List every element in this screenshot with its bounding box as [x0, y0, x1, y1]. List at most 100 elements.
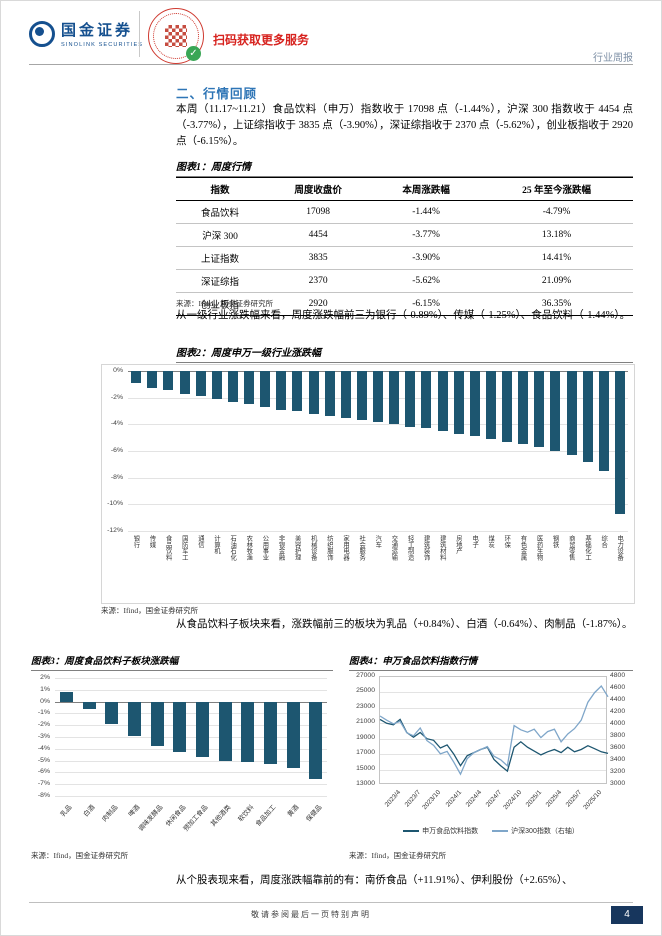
- table-header-cell: 25 年至今涨跌幅: [480, 177, 633, 201]
- legend: 申万食品饮料指数 沪深300指数（右轴）: [349, 826, 633, 836]
- bar: [163, 371, 174, 391]
- y-tick-label: -6%: [37, 768, 50, 776]
- bar: [308, 371, 319, 414]
- bar: [389, 371, 400, 425]
- right-axis-label: 4200: [610, 708, 626, 715]
- table-cell: 3835: [264, 246, 373, 270]
- table-cell: -5.62%: [372, 269, 481, 293]
- bar: [340, 371, 351, 418]
- figure2-source: 来源：Ifind，国金证券研究所: [101, 606, 199, 615]
- table-cell: -3.77%: [372, 223, 481, 247]
- gridline: [380, 707, 606, 709]
- x-axis-label: 社会服务: [358, 535, 366, 561]
- gridline: [128, 424, 628, 426]
- table-cell: 4454: [264, 223, 373, 247]
- x-axis-label: 煤炭: [487, 535, 495, 548]
- gridline: [128, 504, 628, 506]
- x-axis-label: 2023/4: [383, 789, 403, 809]
- stamp-ring: [148, 8, 204, 64]
- x-axis-label: 交通运输: [390, 535, 398, 561]
- gridline: [55, 689, 327, 691]
- bar: [263, 701, 277, 765]
- x-axis-label: 石油石化: [229, 535, 237, 561]
- bar: [241, 701, 255, 762]
- paragraph-subsector: 从食品饮料子板块来看，涨跌幅前三的板块为乳品（+0.84%）、白酒（-0.64%…: [176, 619, 633, 630]
- bar: [286, 701, 300, 768]
- x-axis-label: 农林牧渔: [245, 535, 253, 561]
- bar: [566, 371, 577, 455]
- x-axis-label: 基础化工: [583, 535, 591, 561]
- x-axis-label: 轻工制造: [406, 535, 414, 561]
- y-tick-label: -12%: [107, 527, 123, 534]
- y-tick-label: 1%: [40, 685, 50, 693]
- paragraph-industry: 从一级行业涨跌幅来看，周度涨跌幅前三为银行（-0.89%）、传媒（-1.25%）…: [176, 310, 631, 321]
- paragraph-week-summary: 本周（11.17~11.21）食品饮料（申万）指数收于 17098 点（-1.4…: [176, 104, 633, 147]
- x-axis-label: 建筑装饰: [422, 535, 430, 561]
- gridline: [55, 725, 327, 727]
- table-row: 食品饮料 17098 -1.44% -4.79%: [176, 200, 633, 224]
- bar: [82, 701, 96, 710]
- qr-code-icon: [165, 25, 187, 47]
- legend-item: 沪深300指数（右轴）: [492, 826, 579, 836]
- y-tick-label: -2%: [37, 721, 50, 729]
- table-row: 上证指数 3835 -3.90% 14.41%: [176, 246, 633, 270]
- figure4-title: 图表4：申万食品饮料指数行情: [349, 653, 633, 671]
- figure4-source: 来源：Ifind，国金证券研究所: [349, 851, 447, 860]
- check-badge-icon: ✓: [186, 46, 201, 61]
- y-tick-label: -1%: [37, 709, 50, 717]
- x-axis-label: 电子: [471, 535, 479, 548]
- gridline: [55, 701, 327, 703]
- y-tick-label: 2%: [40, 674, 50, 681]
- gridline: [55, 796, 327, 797]
- report-type-label: 行业周报: [593, 53, 633, 64]
- left-axis-label: 23000: [356, 702, 375, 710]
- logo: 国金证券 SINOLINK SECURITIES: [29, 19, 143, 48]
- table-header-cell: 本周涨跌幅: [372, 177, 481, 201]
- table-cell: -1.44%: [372, 200, 481, 224]
- table-cell: 食品饮料: [176, 200, 265, 224]
- x-axis-label: 银行: [132, 535, 140, 548]
- bar: [598, 371, 609, 471]
- x-axis-label: 纺织服饰: [325, 535, 333, 561]
- gridline: [380, 769, 606, 771]
- plot-area: [55, 678, 327, 797]
- bar: [469, 371, 480, 437]
- left-axis-label: 17000: [356, 749, 375, 757]
- table-cell: 深证综指: [176, 269, 265, 293]
- bar: [195, 701, 209, 758]
- table-cell: 2920: [264, 292, 373, 316]
- left-axis-label: 27000: [356, 672, 375, 679]
- right-axis-label: 3800: [610, 732, 626, 739]
- legend-swatch: [403, 830, 420, 832]
- footer-disclaimer: 敬请参阅最后一页特别声明: [251, 910, 371, 919]
- series-line: [379, 718, 609, 773]
- figure3-source: 来源：Ifind，国金证券研究所: [31, 851, 129, 860]
- gridline: [55, 760, 327, 762]
- weekly-table-body: 食品饮料 17098 -1.44% -4.79% 沪深 300 4454 -3.77% 13.…: [176, 200, 633, 316]
- x-axis-label: 计算机: [212, 535, 220, 554]
- x-axis-label: 房地产: [454, 535, 462, 554]
- footer-rule: [29, 902, 633, 903]
- stamp-inner-ring: [153, 13, 199, 59]
- section-title: 二、行情回顾: [176, 87, 258, 101]
- gridline: [55, 772, 327, 774]
- figure1-source: 来源：Ifind，国金证券研究所: [176, 299, 274, 308]
- bar: [195, 371, 206, 397]
- bar: [218, 701, 232, 761]
- gridline: [55, 737, 327, 738]
- right-axis-label: 4800: [610, 672, 626, 679]
- legend-label: 申万食品饮料指数: [422, 828, 479, 835]
- industry-bar-chart: 0% -2% -4% -6% -8% -10% -12% 银行 传媒 食品饮料 国防军工 通信 计算机 石…: [101, 364, 635, 604]
- gridline: [55, 713, 327, 715]
- table-header-cell: 周度收盘价: [264, 177, 373, 201]
- bar: [485, 371, 496, 439]
- right-axis-label: 4600: [610, 684, 626, 691]
- bar: [227, 371, 238, 402]
- x-axis-label: 国防军工: [180, 535, 188, 561]
- plot-area: [128, 371, 628, 532]
- x-axis-label: 传媒: [148, 535, 156, 548]
- right-axis-label: 3200: [610, 768, 626, 775]
- bar: [292, 371, 303, 411]
- y-tick-label: -4%: [37, 744, 50, 752]
- bar: [582, 371, 593, 462]
